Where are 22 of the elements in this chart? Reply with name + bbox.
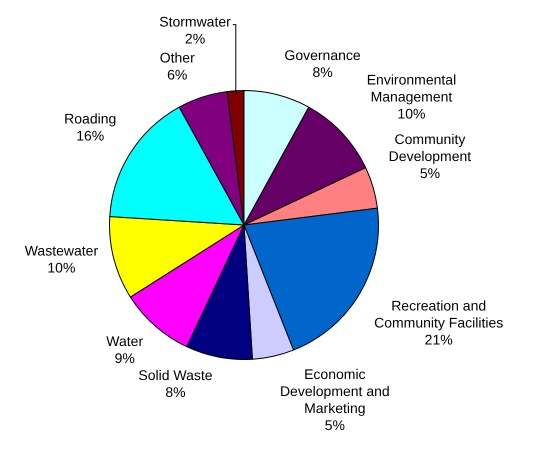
data-label: 16% [76,127,104,144]
slice-label: Solid Waste [138,366,213,383]
data-label: 2% [184,30,206,47]
slice-label: Roading [64,110,116,126]
data-label: 5% [324,416,345,433]
slice-label: Economic Development and Marketing [280,366,390,416]
data-label: 10% [47,259,76,276]
data-label: 5% [420,164,440,181]
slice-label: Community Development [388,130,472,164]
slice-label: Environmental Management [366,72,456,105]
data-label: 21% [424,331,453,348]
data-label: 6% [167,66,188,83]
data-label: 8% [312,64,333,80]
slice-label: Recreation and Community Facilities [374,297,504,330]
data-label: 8% [165,384,186,400]
slice-label: Stormwater [159,14,232,30]
slice-label: Governance [284,46,361,63]
slice-label: Other [160,50,196,66]
slice-label: Wastewater [24,242,98,258]
data-label: 9% [114,350,135,366]
slice-label: Water [106,332,144,349]
data-label: 10% [397,106,426,122]
